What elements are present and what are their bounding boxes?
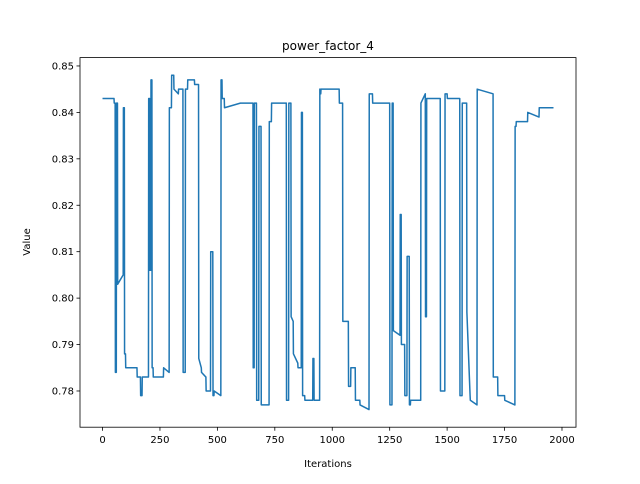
y-axis-label: Value: [22, 228, 33, 255]
x-tick-label: 0: [99, 435, 105, 446]
x-tick-label: 750: [265, 435, 284, 446]
y-tick-label: 0.82: [52, 201, 74, 212]
y-tick-label: 0.80: [52, 294, 74, 305]
x-tick-label: 1250: [377, 435, 402, 446]
y-tick-label: 0.84: [52, 108, 74, 119]
x-tick-label: 1500: [434, 435, 459, 446]
y-tick-label: 0.85: [52, 61, 74, 72]
x-tick-label: 1000: [320, 435, 345, 446]
chart-title: power_factor_4: [282, 39, 374, 53]
y-tick-label: 0.79: [52, 340, 74, 351]
x-tick-label: 500: [208, 435, 227, 446]
x-axis-label: Iterations: [304, 459, 352, 470]
y-tick-label: 0.78: [52, 386, 74, 397]
x-tick-label: 2000: [549, 435, 574, 446]
data-line: [102, 74, 554, 411]
x-tick-label: 250: [150, 435, 169, 446]
y-tick-label: 0.81: [52, 247, 74, 258]
plot-frame: [79, 57, 577, 428]
x-tick-label: 1750: [492, 435, 517, 446]
y-tick-label: 0.83: [52, 154, 74, 165]
